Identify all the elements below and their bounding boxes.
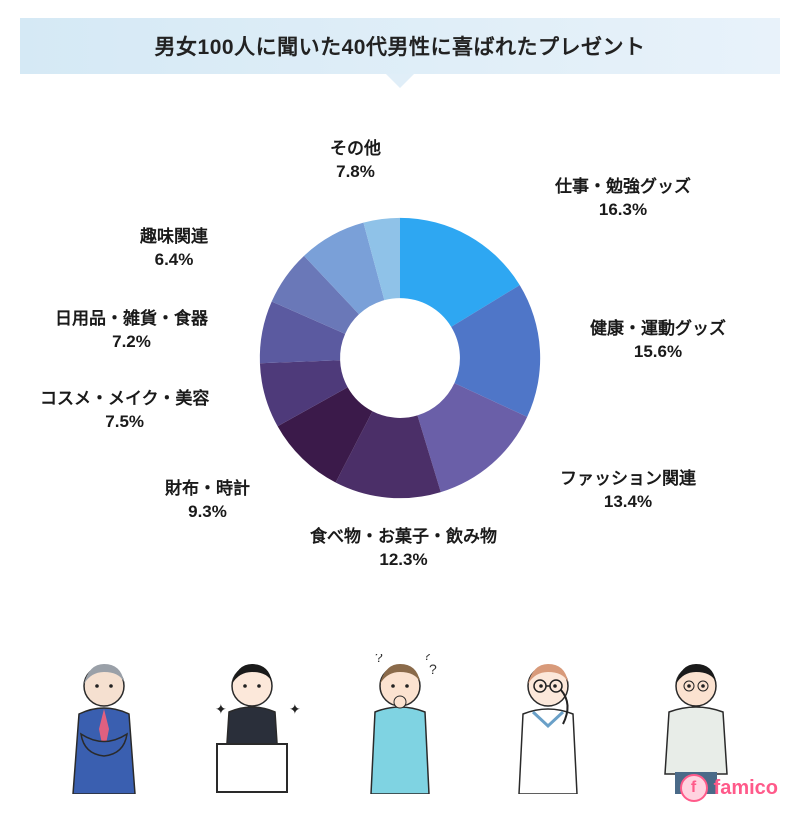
slice-label-percent: 7.2%: [55, 331, 208, 354]
slice-label: 財布・時計 9.3%: [165, 478, 250, 524]
slice-label-percent: 6.4%: [140, 249, 208, 272]
slice-label-text: ファッション関連: [560, 469, 696, 488]
svg-text:?: ?: [375, 654, 383, 665]
slice-label-percent: 7.8%: [330, 161, 381, 184]
slice-label: 健康・運動グッズ 15.6%: [590, 318, 726, 364]
logo-mark-icon: f: [680, 774, 708, 802]
slice-label-percent: 7.5%: [40, 411, 209, 434]
slice-label-percent: 9.3%: [165, 501, 250, 524]
businessman-suit-icon: [49, 654, 159, 794]
slice-label-text: コスメ・メイク・美容: [40, 389, 209, 408]
brand-logo: f famico: [680, 774, 778, 802]
glasses-person-icon: [493, 654, 603, 794]
slice-label-text: 食べ物・お菓子・飲み物: [310, 527, 497, 546]
slice-label: 趣味関連 6.4%: [140, 226, 208, 272]
donut-chart: [255, 213, 545, 503]
man-holding-board-icon: ✦✦: [197, 654, 307, 794]
slice-label-text: 日用品・雑貨・食器: [55, 309, 208, 328]
slice-label-percent: 13.4%: [560, 491, 696, 514]
title-banner: 男女100人に聞いた40代男性に喜ばれたプレゼント: [20, 18, 780, 74]
slice-label-text: 財布・時計: [165, 479, 250, 498]
svg-text:✦: ✦: [215, 701, 227, 717]
slice-label-text: 仕事・勉強グッズ: [555, 177, 691, 196]
slice-label-percent: 15.6%: [590, 341, 726, 364]
slice-label-percent: 12.3%: [310, 549, 497, 572]
slice-label-percent: 16.3%: [555, 199, 691, 222]
slice-label-text: その他: [330, 139, 381, 158]
slice-label: 仕事・勉強グッズ 16.3%: [555, 176, 691, 222]
slice-label-text: 健康・運動グッズ: [590, 319, 726, 338]
logo-text: famico: [714, 777, 778, 800]
slice-label: コスメ・メイク・美容 7.5%: [40, 388, 209, 434]
slice-label: その他 7.8%: [330, 138, 381, 184]
slice-label: ファッション関連 13.4%: [560, 468, 696, 514]
people-illustrations: ✦✦???: [0, 644, 800, 794]
slice-label: 食べ物・お菓子・飲み物 12.3%: [310, 526, 497, 572]
cardigan-man-icon: [641, 654, 751, 794]
thinking-man-icon: ???: [345, 654, 455, 794]
page-title: 男女100人に聞いた40代男性に喜ばれたプレゼント: [155, 31, 646, 61]
slice-label: 日用品・雑貨・食器 7.2%: [55, 308, 208, 354]
svg-text:?: ?: [429, 661, 437, 677]
svg-text:✦: ✦: [289, 701, 301, 717]
slice-label-text: 趣味関連: [140, 227, 208, 246]
